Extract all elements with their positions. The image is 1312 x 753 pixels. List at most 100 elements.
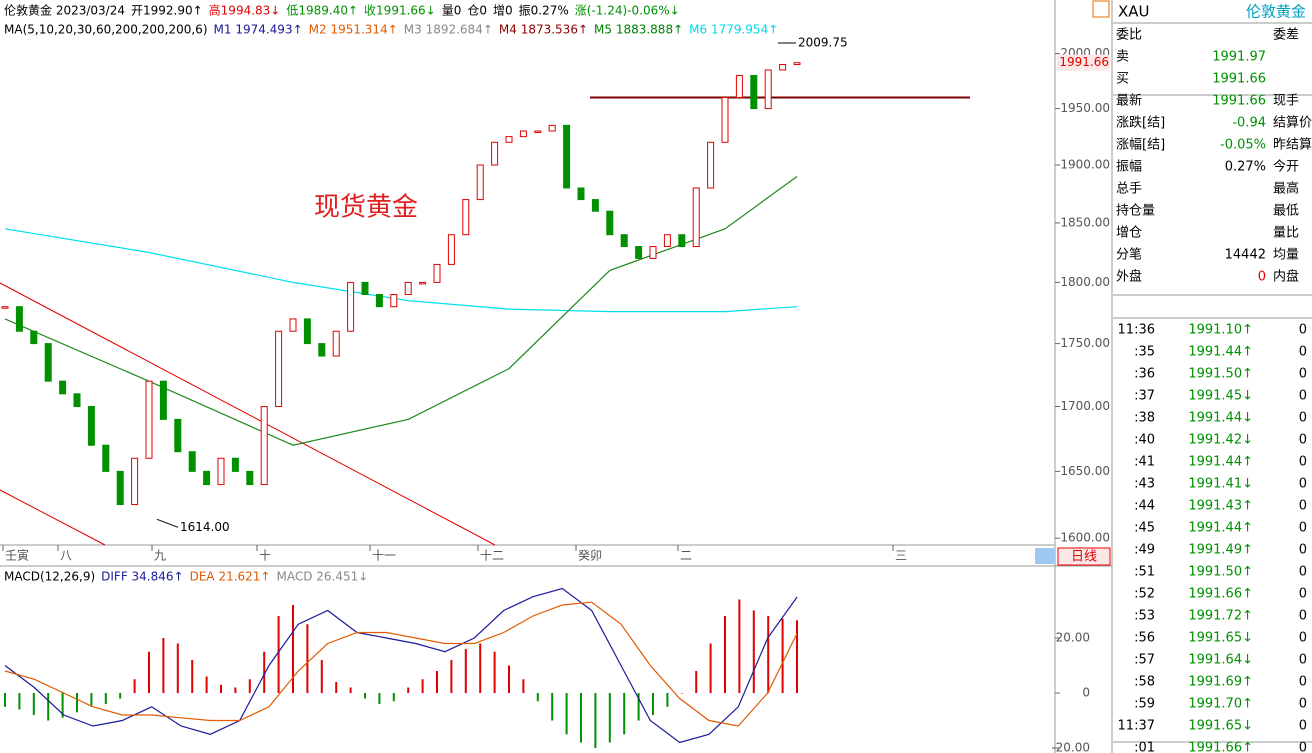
tick-volume: 0 [1299, 565, 1307, 580]
row-right-label: 今开 [1273, 159, 1299, 175]
row-right-label: 均量 [1273, 248, 1299, 263]
diff-line [4, 587, 798, 744]
tick-time: 11:36 [1118, 323, 1155, 338]
time-label: 十二 [480, 549, 504, 563]
macd-bar [493, 651, 496, 694]
tick-volume: 0 [1299, 433, 1307, 448]
scrollbar[interactable] [1035, 548, 1055, 564]
macd-bar [133, 679, 136, 694]
row-right-label: 结算价 [1273, 116, 1312, 131]
time-label: 十一 [372, 549, 396, 563]
candle [131, 457, 139, 506]
legend-item: 高1994.83↓ [209, 3, 281, 18]
tick-time: :49 [1134, 543, 1155, 558]
row-right-label: 昨结算 [1273, 138, 1312, 153]
tick-price: 1991.44↓ [1188, 411, 1253, 426]
panel-toggle[interactable] [1092, 0, 1110, 18]
tick-price: 1991.65↓ [1188, 719, 1253, 734]
y-tick-label: 1750.00 [1060, 336, 1110, 350]
candle [102, 444, 110, 472]
tick-volume: 0 [1299, 609, 1307, 624]
row-right-label: 最高 [1273, 181, 1299, 197]
row-value: 1991.97 [1212, 50, 1266, 65]
macd-bar [263, 651, 266, 694]
candle [548, 124, 556, 132]
y-tick-label: 1850.00 [1060, 215, 1110, 229]
tick-price: 1991.72↑ [1188, 609, 1253, 624]
trend-line [0, 282, 496, 546]
candle [73, 393, 81, 408]
tick-time: :59 [1134, 697, 1155, 712]
row-label: 涨跌[结] [1116, 115, 1165, 131]
candle [635, 246, 643, 259]
macd-bar [277, 615, 280, 694]
y-tick-label: 20.00 [1056, 630, 1090, 644]
row-label: 振幅 [1116, 160, 1142, 175]
tick-time: :57 [1134, 653, 1155, 668]
candle [519, 130, 527, 138]
legend-item: MA(5,10,20,30,60,200,200,200,6) [4, 23, 208, 37]
macd-bar [162, 637, 165, 694]
macd-bar [421, 679, 424, 694]
moving-average [4, 176, 798, 446]
legend-item: 振0.27% [519, 4, 569, 18]
last-price-label: 1991.66 [1059, 55, 1109, 69]
row-label: 买 [1116, 72, 1129, 87]
candle [707, 141, 715, 189]
legend-item: 仓0 [467, 4, 487, 18]
tick-time: :44 [1134, 499, 1155, 514]
y-tick-label: 1600.00 [1060, 531, 1110, 545]
macd-bar [580, 693, 582, 743]
y-tick-label: 1700.00 [1060, 399, 1110, 413]
macd-bar [767, 615, 770, 694]
tick-price: 1991.50↑ [1188, 565, 1253, 580]
candle [649, 246, 657, 259]
candle [534, 130, 542, 133]
macd-bar [306, 624, 309, 694]
row-right-label: 最低 [1273, 204, 1299, 219]
time-label: 九 [154, 549, 166, 563]
legend-item: 量0 [442, 4, 462, 18]
macd-bar [752, 610, 755, 694]
tick-volume: 0 [1299, 367, 1307, 382]
tick-volume: 0 [1299, 389, 1307, 404]
macd-bar [652, 693, 654, 716]
tick-time: :36 [1134, 367, 1155, 382]
macd-bar [781, 618, 784, 694]
macd-bar [90, 693, 93, 707]
moving-average [4, 228, 798, 313]
candle [159, 380, 167, 420]
legend-item: 收1991.66↓ [364, 4, 436, 18]
candle [404, 281, 412, 296]
symbol-name: 伦敦黄金 [1246, 3, 1306, 21]
candle [275, 330, 283, 408]
macd-bar [680, 693, 683, 694]
row-value: -0.05% [1220, 138, 1266, 153]
tick-volume: 0 [1299, 719, 1307, 734]
tick-price: 1991.66↑ [1188, 741, 1253, 753]
legend-item: M4 1873.536↑ [499, 23, 588, 37]
candle [289, 318, 297, 332]
row-label: 持仓量 [1116, 204, 1155, 219]
macd-bar [738, 599, 741, 694]
tick-time: :45 [1134, 521, 1155, 536]
candle [505, 136, 513, 143]
candle [476, 164, 484, 201]
tick-time: :56 [1134, 631, 1155, 646]
tick-volume: 0 [1299, 521, 1307, 536]
candle [332, 330, 340, 357]
tick-time: :40 [1134, 433, 1155, 448]
macd-bar [378, 693, 381, 705]
period-button[interactable] [1057, 547, 1111, 566]
candle [87, 406, 95, 446]
y-tick-label: -20.00 [1051, 741, 1090, 753]
macd-bar [637, 693, 640, 721]
tick-time: 11:37 [1118, 719, 1155, 734]
macd-bar [479, 643, 482, 694]
macd-bar [392, 693, 395, 702]
tick-time: :41 [1134, 455, 1155, 470]
candle [779, 64, 787, 71]
